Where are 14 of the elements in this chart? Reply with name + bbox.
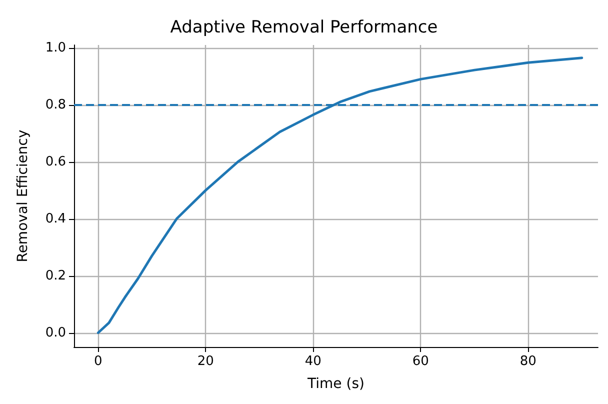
x-tick-label: 40 bbox=[304, 354, 322, 369]
chart-title: Adaptive Removal Performance bbox=[170, 18, 438, 38]
y-tick-label: 0.6 bbox=[45, 154, 66, 170]
y-tick-label: 0.4 bbox=[45, 211, 66, 226]
y-axis-title: Removal Efficiency bbox=[15, 130, 31, 262]
x-tick-label: 0 bbox=[94, 354, 102, 369]
y-tick-label: 0.2 bbox=[45, 268, 66, 284]
x-tick-label: 60 bbox=[412, 354, 429, 369]
y-tick-label: 0.8 bbox=[45, 97, 66, 112]
x-tick-label: 20 bbox=[197, 354, 214, 369]
y-tick-label: 1.0 bbox=[45, 40, 66, 56]
x-tick-label: 80 bbox=[520, 354, 536, 369]
y-tick-label: 0.0 bbox=[45, 325, 66, 340]
x-axis-title: Time (s) bbox=[306, 376, 364, 392]
